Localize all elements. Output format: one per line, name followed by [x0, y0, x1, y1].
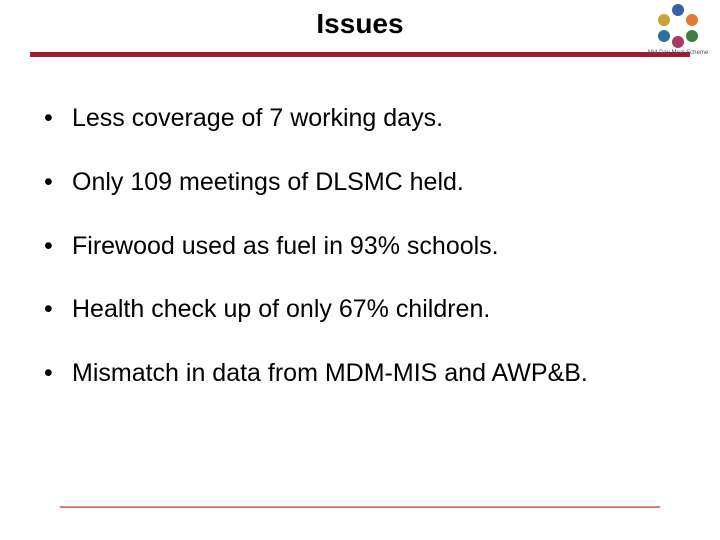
list-item: Health check up of only 67% children. — [38, 288, 682, 332]
logo-figure-icon — [658, 14, 670, 26]
scheme-logo: Mid Day Meal Scheme — [644, 0, 712, 60]
footer-divider — [60, 506, 660, 508]
logo-figure-icon — [672, 4, 684, 16]
logo-caption: Mid Day Meal Scheme — [648, 50, 708, 56]
list-item: Only 109 meetings of DLSMC held. — [38, 161, 682, 205]
bullet-list: Less coverage of 7 working days. Only 10… — [38, 97, 682, 396]
logo-figure-icon — [686, 14, 698, 26]
logo-graphic — [656, 4, 700, 48]
logo-figure-icon — [686, 30, 698, 42]
content-area: Less coverage of 7 working days. Only 10… — [0, 57, 720, 396]
logo-figure-icon — [672, 36, 684, 48]
list-item: Less coverage of 7 working days. — [38, 97, 682, 141]
list-item: Mismatch in data from MDM-MIS and AWP&B. — [38, 352, 682, 396]
logo-figure-icon — [658, 30, 670, 42]
list-item: Firewood used as fuel in 93% schools. — [38, 225, 682, 269]
title-area: Issues Mid Day Meal Scheme — [0, 0, 720, 40]
page-title: Issues — [316, 8, 403, 40]
